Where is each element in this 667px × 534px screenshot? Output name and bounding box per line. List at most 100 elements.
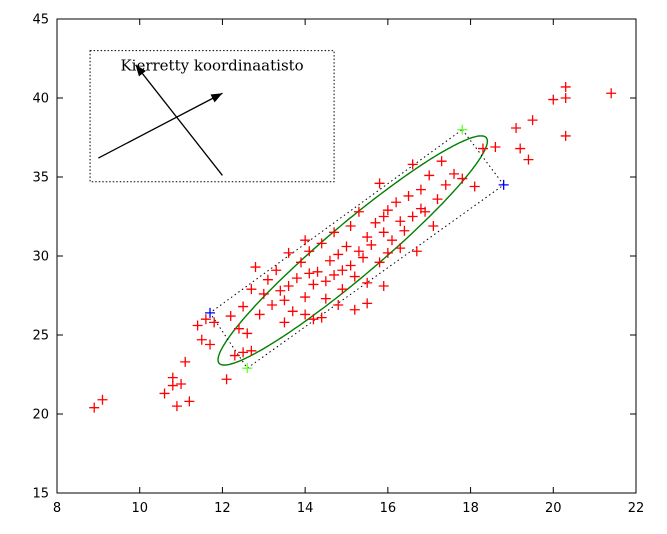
rotated-bounding-box — [209, 128, 505, 369]
data-point — [296, 257, 307, 268]
ellipse-path — [217, 135, 489, 366]
arrow-2-line — [135, 64, 223, 176]
data-point — [345, 260, 356, 271]
data-point — [300, 309, 311, 320]
x-tick-label: 22 — [628, 501, 645, 516]
data-point — [250, 262, 261, 273]
x-tick-label: 8 — [53, 501, 61, 516]
plot-axes: 8 10 12 14 16 18 20 22 15 20 25 30 35 40 45 — [32, 13, 644, 517]
data-point — [428, 220, 439, 231]
arrow-head-icon — [210, 93, 223, 103]
data-point — [349, 271, 360, 282]
data-point — [209, 317, 220, 328]
data-point — [333, 249, 344, 260]
data-point — [287, 306, 298, 317]
data-point — [333, 299, 344, 310]
y-tick-label: 25 — [32, 329, 49, 344]
data-point — [395, 216, 406, 227]
data-point — [225, 311, 236, 322]
data-point — [329, 227, 340, 238]
data-point — [370, 217, 381, 228]
data-point — [424, 170, 435, 181]
data-point — [238, 347, 249, 358]
data-point — [283, 247, 294, 258]
data-point — [407, 159, 418, 170]
inset-title: Kierretty koordinaatisto — [120, 57, 303, 75]
data-point — [411, 246, 422, 257]
confidence-ellipse — [217, 135, 489, 366]
data-point — [279, 317, 290, 328]
data-point — [242, 328, 253, 339]
data-point — [221, 374, 232, 385]
data-point — [515, 143, 526, 154]
data-point — [200, 314, 211, 325]
data-point — [349, 304, 360, 315]
y-tick-label: 35 — [32, 171, 49, 186]
data-point — [407, 211, 418, 222]
data-point — [477, 143, 488, 154]
data-point — [395, 243, 406, 254]
data-point — [258, 288, 269, 299]
data-point — [378, 281, 389, 292]
data-point — [457, 173, 468, 184]
data-point — [382, 205, 393, 216]
extreme-point-blue — [498, 179, 509, 190]
data-point — [254, 309, 265, 320]
data-point — [246, 345, 257, 356]
data-point — [324, 255, 335, 266]
inset-box: Kierretty koordinaatisto — [89, 50, 335, 183]
data-point — [308, 279, 319, 290]
x-tick-label: 18 — [462, 501, 479, 516]
data-point — [291, 273, 302, 284]
y-tick-label: 15 — [32, 487, 49, 502]
data-point — [362, 298, 373, 309]
x-tick-label: 20 — [545, 501, 562, 516]
data-point — [374, 178, 385, 189]
data-point — [308, 314, 319, 325]
data-point — [279, 295, 290, 306]
data-point — [432, 194, 443, 205]
data-point — [353, 246, 364, 257]
data-point — [320, 276, 331, 287]
data-point — [469, 181, 480, 192]
data-point — [548, 94, 559, 105]
data-point — [283, 281, 294, 292]
data-point — [560, 81, 571, 92]
extreme-point-blue — [205, 307, 216, 318]
x-tick-label: 10 — [131, 501, 148, 516]
data-point — [358, 252, 369, 263]
y-tick-label: 45 — [32, 13, 49, 28]
x-tick-label: 16 — [380, 501, 397, 516]
arrow-head-icon — [135, 64, 146, 77]
data-point — [341, 241, 352, 252]
x-tick-label: 14 — [297, 501, 314, 516]
data-point — [345, 220, 356, 231]
arrow-1-line — [98, 92, 223, 159]
data-point — [329, 269, 340, 280]
data-point — [511, 123, 522, 134]
data-point — [320, 293, 331, 304]
data-point — [362, 277, 373, 288]
data-point — [196, 334, 207, 345]
data-point — [238, 301, 249, 312]
data-point — [378, 211, 389, 222]
data-point — [159, 388, 170, 399]
data-point — [378, 227, 389, 238]
data-point — [316, 238, 327, 249]
data-point — [300, 292, 311, 303]
data-point — [403, 190, 414, 201]
data-point — [560, 130, 571, 141]
data-point — [89, 402, 100, 413]
data-point — [606, 88, 617, 99]
data-point — [382, 247, 393, 258]
inset-frame — [89, 50, 335, 183]
data-point — [229, 350, 240, 361]
data-point — [490, 141, 501, 152]
data-point — [560, 93, 571, 103]
data-point — [436, 156, 447, 167]
data-point — [246, 284, 257, 295]
data-point — [233, 323, 244, 334]
data-point — [176, 378, 187, 389]
data-point — [415, 203, 426, 214]
